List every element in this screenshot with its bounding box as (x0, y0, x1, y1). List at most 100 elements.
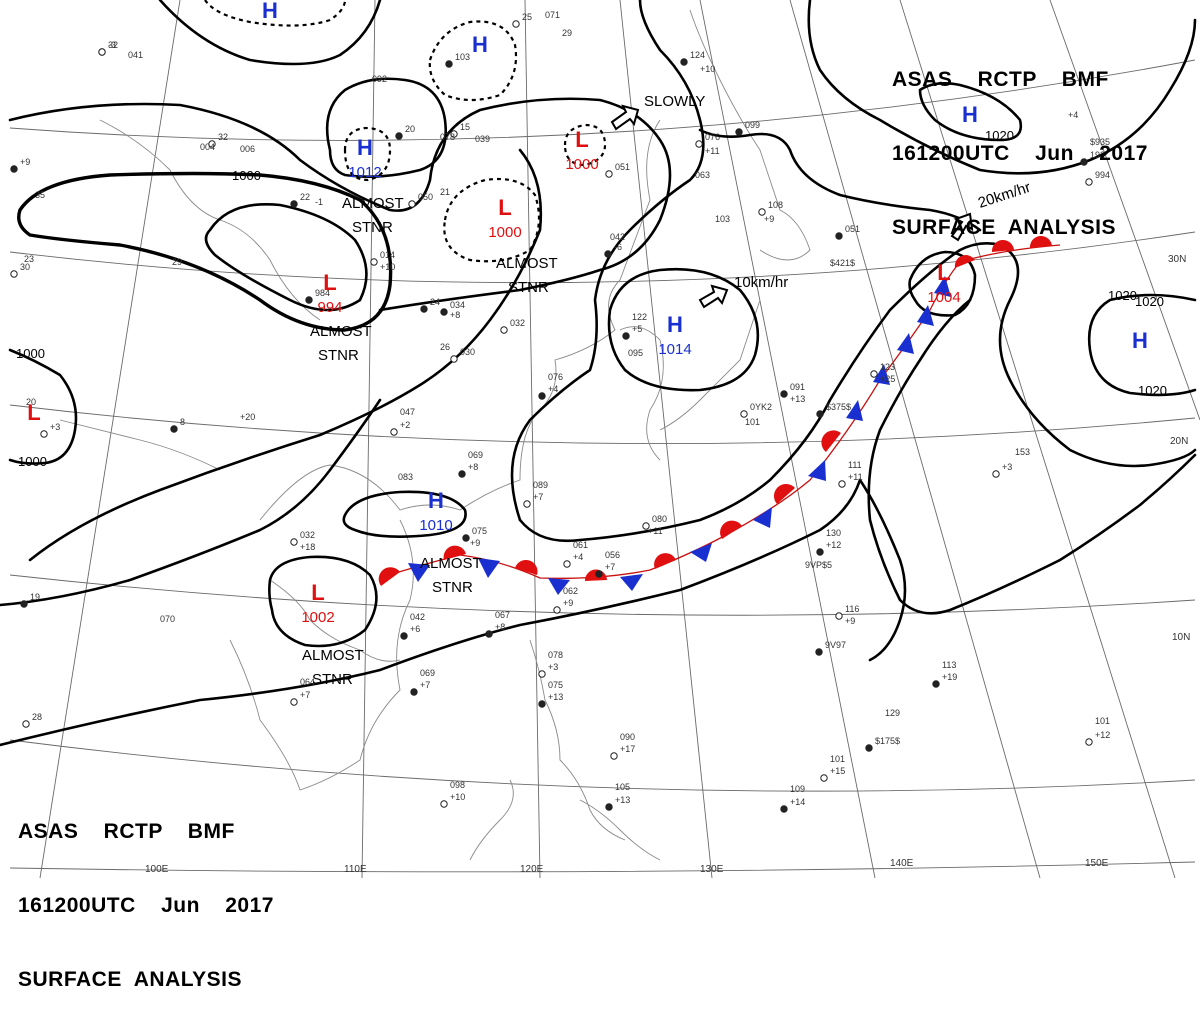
station-value: 111 (848, 460, 862, 470)
station-marker (595, 570, 603, 578)
station-value: -1 (315, 197, 323, 207)
low-pressure-letter: L (937, 260, 950, 285)
station-marker (835, 612, 843, 620)
station-value: 075 (548, 680, 563, 690)
station-value: +9 (563, 598, 573, 608)
station-value: 090 (620, 732, 635, 742)
station-marker (1085, 178, 1093, 186)
station-value: 20 (26, 397, 36, 407)
station-value: +19 (942, 672, 957, 682)
station-value: 076 (705, 132, 720, 142)
station-value: 078 (440, 132, 455, 142)
station-value: 063 (695, 170, 710, 180)
station-value: 030 (460, 347, 475, 357)
station-value: 047 (400, 407, 415, 417)
header-line-2: 161200UTC Jun 2017 (18, 894, 274, 917)
station-value: +9 (20, 157, 30, 167)
station-marker (170, 425, 178, 433)
station-value: 062 (563, 586, 578, 596)
station-marker (538, 392, 546, 400)
high-pressure-letter: H (962, 102, 978, 127)
station-marker (992, 470, 1000, 478)
station-value: 014 (380, 250, 395, 260)
station-value: 092 (372, 74, 387, 84)
station-marker (1085, 738, 1093, 746)
isobars (0, 0, 1197, 747)
station-marker (22, 720, 30, 728)
station-marker (553, 606, 561, 614)
station-value: +10 (700, 64, 715, 74)
station-value: +11 (705, 146, 720, 156)
station-marker (305, 296, 313, 304)
station-marker (605, 170, 613, 178)
stationary-front (378, 235, 1061, 595)
station-value: 034 (450, 300, 465, 310)
header-line-2: 161200UTC Jun 2017 (892, 142, 1148, 165)
low-pressure-letter: L (311, 580, 324, 605)
station-value: +17 (620, 744, 635, 754)
station-value: $421$ (830, 258, 855, 268)
station-value: 067 (495, 610, 510, 620)
station-value: 101 (830, 754, 845, 764)
station-value: 30 (20, 262, 30, 272)
station-marker (440, 308, 448, 316)
isobar-label: 1020 (1135, 294, 1164, 309)
station-marker (208, 140, 216, 148)
station-value: 25 (522, 12, 532, 22)
station-value: 23 (24, 254, 34, 264)
station-marker (605, 803, 613, 811)
station-value: +11 (848, 472, 863, 482)
station-value: +10 (380, 262, 395, 272)
station-value: +2 (400, 420, 410, 430)
station-value: 0YK2 (750, 402, 772, 412)
station-value: 28 (32, 712, 42, 722)
lon-label: 120E (520, 864, 544, 875)
station-value: 101 (745, 417, 760, 427)
station-value: +25 (880, 374, 895, 384)
station-value: +3 (1002, 462, 1012, 472)
stationary-label: ALMOST (496, 255, 558, 272)
station-value: 32 (218, 132, 228, 142)
high-pressure-letter: H (667, 312, 683, 337)
high-pressure-letter: H (357, 135, 373, 160)
station-value: 064 (300, 677, 315, 687)
station-marker (538, 700, 546, 708)
station-marker (604, 250, 612, 258)
station-value: +3 (548, 662, 558, 672)
station-marker (10, 165, 18, 173)
stationary-label: ALMOST (302, 647, 364, 664)
lon-label: 110E (344, 864, 367, 875)
station-marker (865, 744, 873, 752)
station-value: 8 (180, 417, 185, 427)
station-marker (523, 500, 531, 508)
station-value: +6 (410, 624, 420, 634)
station-value: 083 (398, 472, 413, 482)
low-pressure-letter: L (323, 270, 336, 295)
lon-label: 100E (145, 864, 169, 875)
station-marker (642, 522, 650, 530)
station-value: 095 (628, 348, 643, 358)
station-value: 071 (545, 10, 560, 20)
station-value: 124 (690, 50, 705, 60)
station-value: 9V97 (825, 640, 846, 650)
station-value: 20 (405, 124, 415, 134)
station-value: 192 (1090, 150, 1105, 160)
lon-label: 140E (890, 858, 914, 869)
station-value: 32 (108, 40, 118, 50)
station-marker (610, 752, 618, 760)
station-value: +7 (533, 492, 543, 502)
station-marker (290, 200, 298, 208)
station-marker (462, 534, 470, 542)
station-value: 091 (790, 382, 805, 392)
station-value: $375$ (826, 402, 851, 412)
station-value: 041 (128, 50, 143, 60)
station-plots: 32 041 32 006 20 078 15 039 22 -1 050 21 103 092 25 071… (10, 10, 1110, 813)
station-value: 153 (1015, 447, 1030, 457)
station-marker (563, 560, 571, 568)
station-value: +10 (450, 792, 465, 802)
station-value: 19 (30, 592, 40, 602)
station-marker (485, 630, 493, 638)
station-value: 103 (715, 214, 730, 224)
grid-labels: 30N 20N 10N 100E 110E 120E 130E 140E 150… (145, 254, 1190, 875)
station-value: 129 (885, 708, 900, 718)
